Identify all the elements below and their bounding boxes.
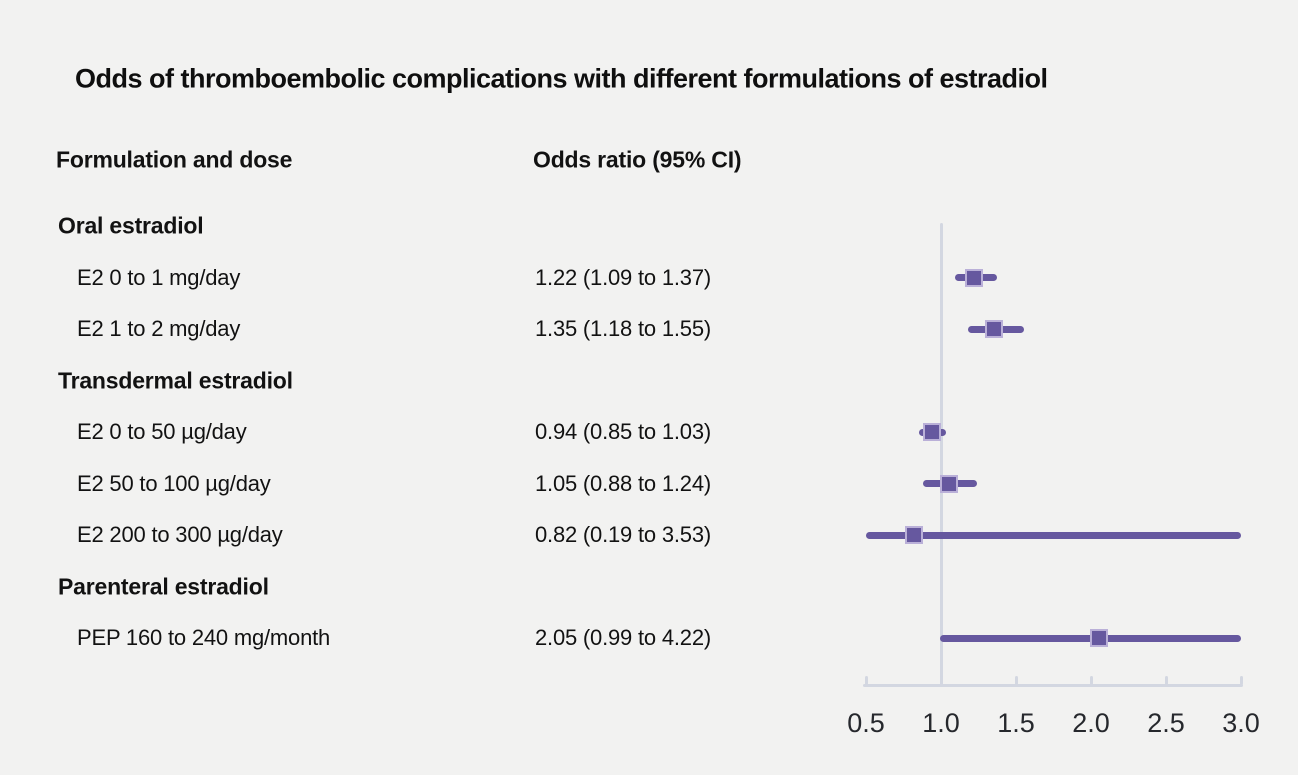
odds-ratio-marker bbox=[984, 320, 1003, 338]
column-header-formulation: Formulation and dose bbox=[56, 146, 293, 173]
row-label: E2 200 to 300 µg/day bbox=[77, 522, 283, 547]
x-axis-line bbox=[863, 684, 1243, 687]
row-label: E2 0 to 50 µg/day bbox=[77, 419, 247, 444]
odds-ratio-marker bbox=[965, 268, 983, 287]
chart-title: Odds of thromboembolic complications wit… bbox=[75, 63, 1048, 94]
column-header-odds-ratio: Odds ratio (95% CI) bbox=[533, 146, 742, 173]
x-axis-tick-label: 2.5 bbox=[1147, 708, 1185, 738]
group-label: Transdermal estradiol bbox=[58, 367, 293, 393]
x-axis-tick-label: 1.0 bbox=[922, 708, 960, 738]
x-axis-tick bbox=[1089, 676, 1093, 685]
x-axis-tick bbox=[864, 676, 868, 685]
row-value: 1.05 (0.88 to 1.24) bbox=[535, 470, 711, 496]
ci-interval-line bbox=[866, 531, 1241, 539]
odds-ratio-marker bbox=[939, 474, 958, 493]
row-value: 1.22 (1.09 to 1.37) bbox=[535, 264, 711, 290]
odds-ratio-marker bbox=[923, 423, 941, 441]
group-label: Oral estradiol bbox=[58, 212, 204, 239]
odds-ratio-marker bbox=[1089, 629, 1108, 647]
reference-line bbox=[939, 223, 943, 686]
x-axis-tick bbox=[1014, 676, 1018, 685]
x-axis-tick-label: 3.0 bbox=[1222, 708, 1260, 738]
x-axis-tick-label: 1.5 bbox=[997, 708, 1035, 738]
row-label: E2 0 to 1 mg/day bbox=[77, 264, 241, 290]
x-axis-tick-label: 0.5 bbox=[847, 708, 885, 738]
group-label: Parenteral estradiol bbox=[58, 573, 269, 599]
row-value: 2.05 (0.99 to 4.22) bbox=[535, 625, 711, 650]
x-axis-tick bbox=[1164, 676, 1168, 685]
row-value: 0.82 (0.19 to 3.53) bbox=[535, 522, 711, 547]
row-value: 0.94 (0.85 to 1.03) bbox=[535, 419, 711, 444]
row-label: E2 1 to 2 mg/day bbox=[77, 316, 241, 341]
row-label: PEP 160 to 240 mg/month bbox=[77, 625, 331, 650]
x-axis-tick bbox=[939, 676, 943, 685]
row-value: 1.35 (1.18 to 1.55) bbox=[535, 316, 711, 341]
x-axis-tick bbox=[1239, 676, 1243, 685]
row-label: E2 50 to 100 µg/day bbox=[77, 470, 271, 496]
x-axis-tick-label: 2.0 bbox=[1072, 708, 1110, 738]
odds-ratio-marker bbox=[905, 526, 923, 544]
